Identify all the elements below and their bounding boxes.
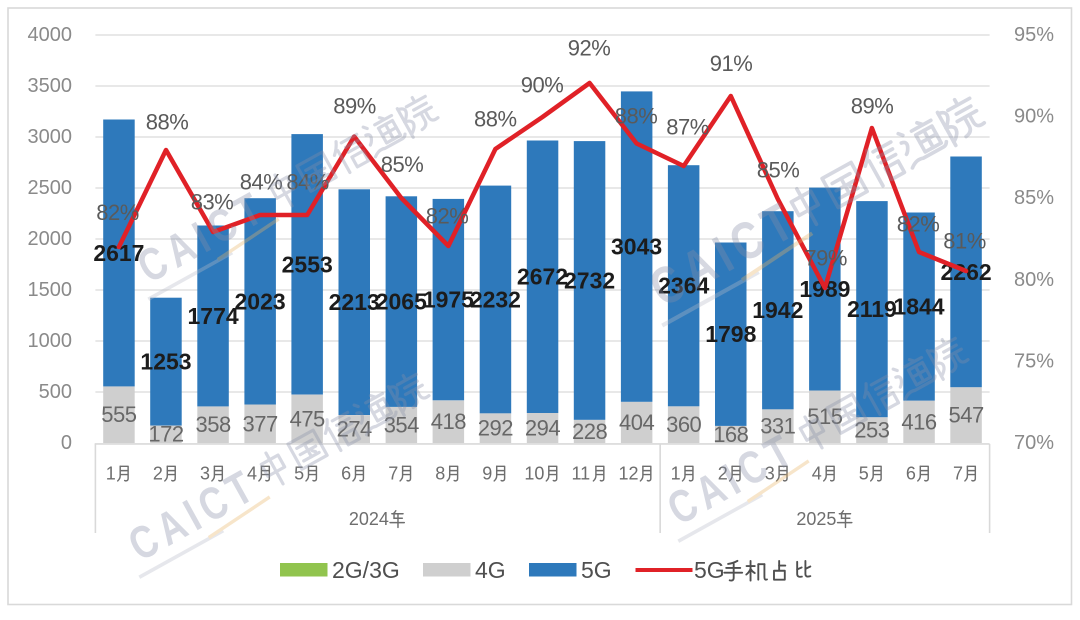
svg-text:294: 294 — [525, 416, 560, 441]
svg-text:91%: 91% — [710, 51, 753, 76]
svg-text:5G: 5G — [581, 557, 612, 583]
svg-text:75%: 75% — [1014, 350, 1054, 372]
svg-text:92%: 92% — [568, 36, 611, 61]
svg-text:1774: 1774 — [188, 303, 239, 329]
svg-text:9: 9 — [482, 464, 492, 484]
svg-text:85%: 85% — [381, 152, 424, 177]
svg-text:87%: 87% — [666, 115, 709, 140]
svg-text:404: 404 — [619, 410, 654, 435]
svg-text:90%: 90% — [1014, 106, 1054, 128]
svg-text:547: 547 — [948, 403, 983, 428]
svg-text:8: 8 — [435, 464, 445, 484]
svg-text:500: 500 — [39, 381, 72, 403]
svg-text:555: 555 — [101, 402, 136, 427]
svg-text:6: 6 — [906, 464, 916, 484]
svg-text:2232: 2232 — [470, 286, 521, 312]
svg-text:3: 3 — [200, 464, 210, 484]
svg-text:88%: 88% — [474, 107, 517, 132]
svg-text:3043: 3043 — [611, 234, 662, 260]
svg-text:82%: 82% — [897, 212, 940, 237]
svg-text:228: 228 — [572, 419, 607, 444]
svg-text:7: 7 — [388, 464, 398, 484]
svg-text:360: 360 — [666, 412, 701, 437]
svg-text:89%: 89% — [333, 94, 376, 119]
svg-text:11: 11 — [572, 464, 591, 484]
svg-text:2213: 2213 — [329, 289, 380, 315]
svg-text:7: 7 — [953, 464, 963, 484]
svg-text:2500: 2500 — [28, 177, 73, 199]
svg-text:2732: 2732 — [564, 267, 615, 293]
svg-text:4G: 4G — [475, 557, 506, 583]
svg-text:81%: 81% — [943, 229, 986, 254]
svg-text:2G/3G: 2G/3G — [332, 557, 400, 583]
svg-text:1253: 1253 — [140, 349, 191, 375]
svg-text:292: 292 — [478, 416, 513, 441]
svg-text:3500: 3500 — [28, 75, 73, 97]
svg-text:377: 377 — [242, 411, 277, 436]
svg-text:354: 354 — [384, 412, 419, 437]
svg-text:0: 0 — [61, 432, 72, 454]
svg-text:331: 331 — [760, 414, 795, 439]
svg-text:5: 5 — [859, 464, 869, 484]
svg-text:4: 4 — [812, 464, 822, 484]
svg-text:2000: 2000 — [28, 228, 73, 250]
svg-text:79%: 79% — [804, 246, 847, 271]
svg-text:83%: 83% — [191, 190, 234, 215]
svg-text:1000: 1000 — [28, 330, 73, 352]
svg-text:90%: 90% — [521, 73, 564, 98]
svg-text:358: 358 — [195, 412, 230, 437]
svg-text:1798: 1798 — [705, 321, 756, 347]
svg-text:2: 2 — [718, 464, 728, 484]
svg-text:80%: 80% — [1014, 269, 1054, 291]
svg-text:5: 5 — [294, 464, 304, 484]
svg-text:4000: 4000 — [28, 24, 73, 46]
svg-text:2119: 2119 — [847, 296, 897, 322]
svg-text:2: 2 — [153, 464, 163, 484]
svg-text:2672: 2672 — [517, 264, 568, 290]
svg-text:12: 12 — [619, 464, 639, 484]
svg-text:1: 1 — [671, 464, 681, 484]
svg-text:82%: 82% — [426, 204, 469, 229]
svg-text:88%: 88% — [615, 104, 658, 129]
svg-text:2024: 2024 — [349, 509, 389, 529]
svg-text:4: 4 — [247, 464, 257, 484]
svg-text:10: 10 — [524, 464, 544, 484]
svg-text:1942: 1942 — [752, 297, 803, 323]
svg-text:82%: 82% — [96, 200, 139, 225]
svg-text:418: 418 — [431, 409, 466, 434]
svg-text:2364: 2364 — [658, 273, 709, 299]
svg-text:5G: 5G — [694, 557, 725, 583]
svg-text:70%: 70% — [1014, 432, 1054, 454]
svg-text:2023: 2023 — [235, 288, 286, 314]
svg-text:3: 3 — [765, 464, 775, 484]
svg-text:1975: 1975 — [423, 287, 474, 313]
svg-text:2065: 2065 — [376, 289, 427, 315]
svg-text:1844: 1844 — [893, 294, 944, 320]
svg-text:6: 6 — [341, 464, 351, 484]
svg-text:2025: 2025 — [796, 509, 836, 529]
svg-text:89%: 89% — [851, 94, 894, 119]
svg-text:2553: 2553 — [282, 251, 333, 277]
svg-text:88%: 88% — [146, 110, 189, 135]
svg-text:416: 416 — [901, 409, 936, 434]
svg-text:85%: 85% — [757, 158, 800, 183]
svg-text:1: 1 — [106, 464, 116, 484]
svg-text:95%: 95% — [1014, 24, 1054, 46]
svg-text:3000: 3000 — [28, 126, 73, 148]
svg-text:1500: 1500 — [28, 279, 73, 301]
svg-text:168: 168 — [713, 422, 748, 447]
svg-text:172: 172 — [148, 422, 183, 447]
svg-text:475: 475 — [290, 406, 325, 431]
svg-text:85%: 85% — [1014, 187, 1054, 209]
